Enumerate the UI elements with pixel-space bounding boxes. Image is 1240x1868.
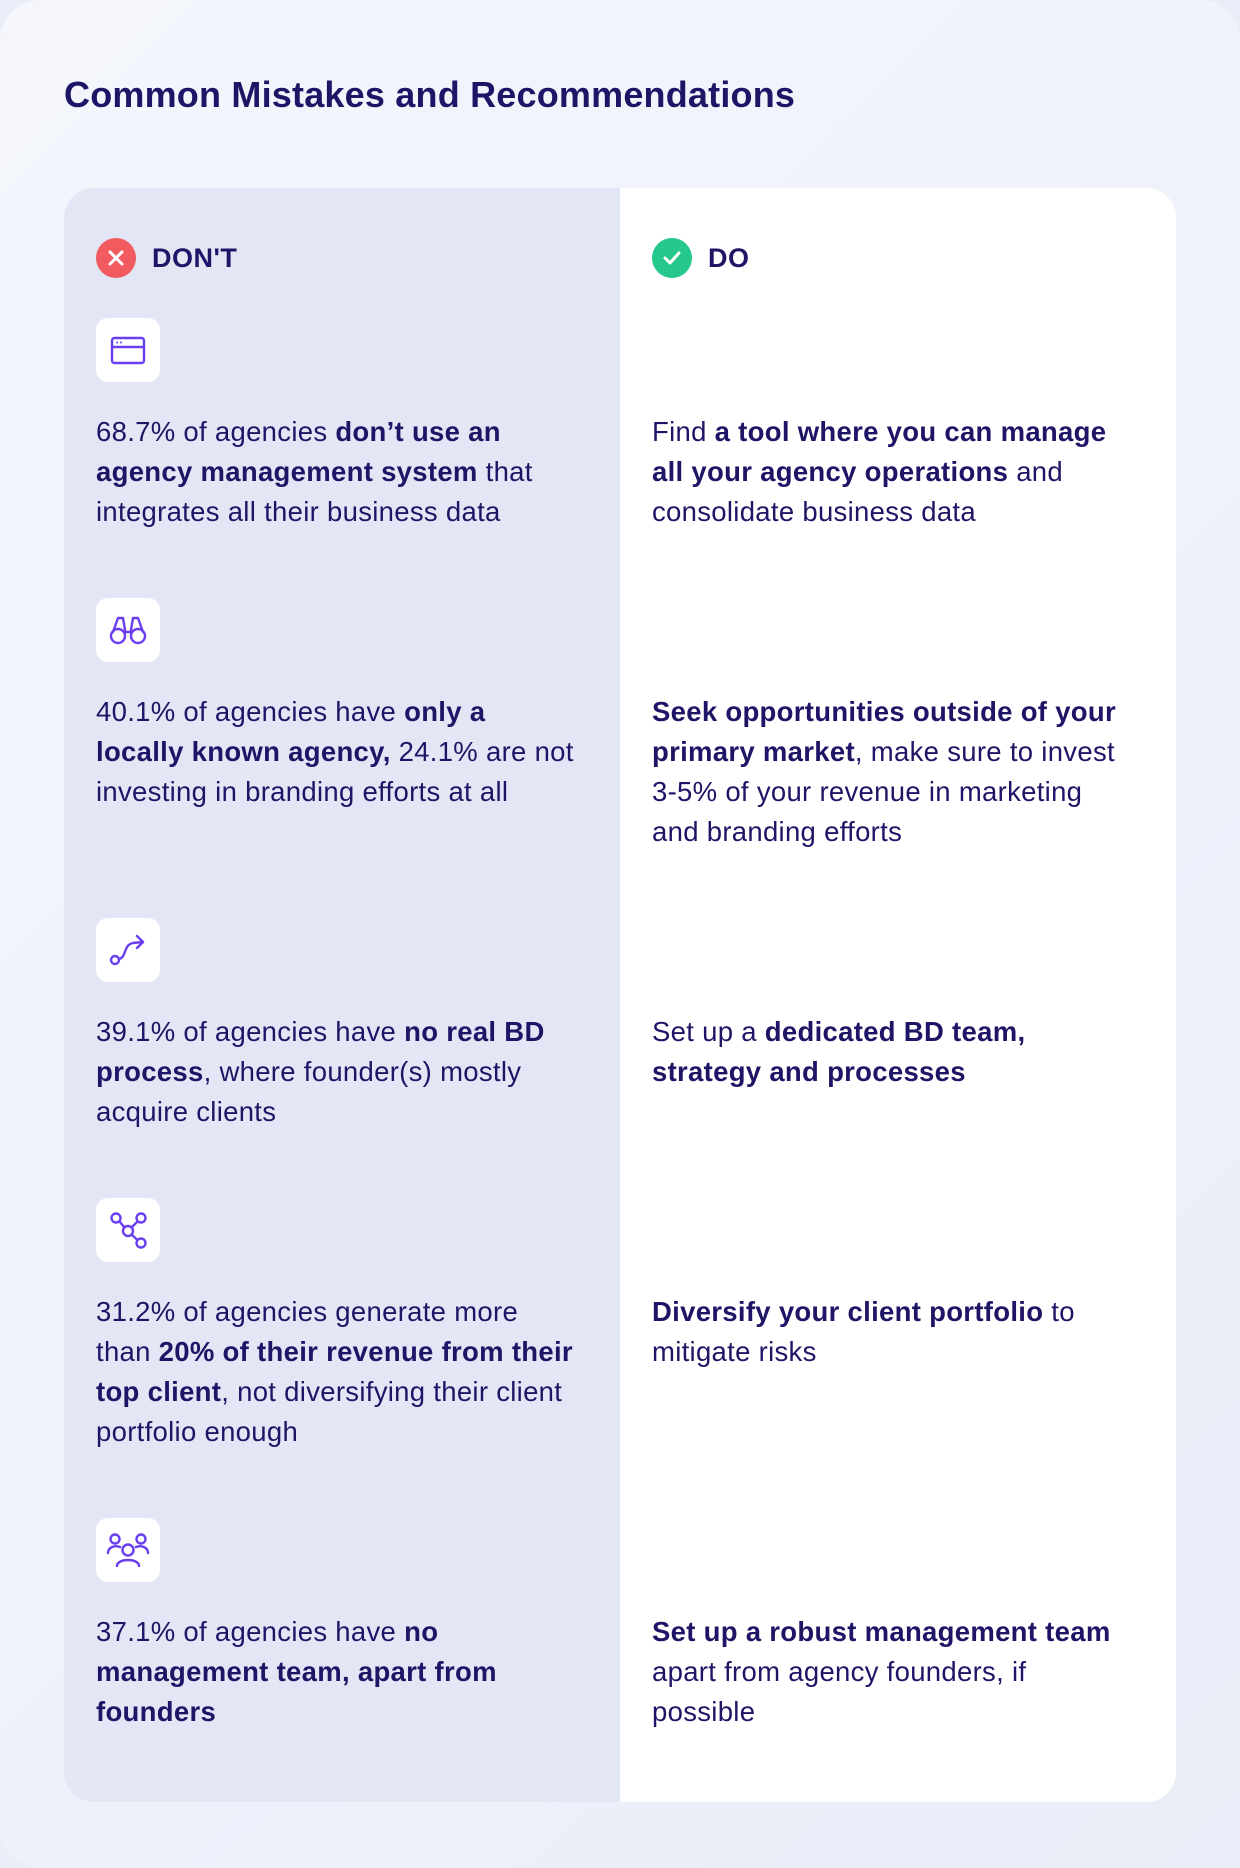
team-people-icon [96,1518,160,1582]
dont-header: DON'T [96,238,237,278]
text-segment: that integrates all their business data [96,456,533,527]
do-row-1: Find a tool where you can manage all you… [652,412,1132,532]
do-row-2: Seek opportunities outside of your prima… [652,692,1132,852]
text-segment: , where founder(s) mostly acquire client… [96,1056,522,1127]
bold-text-segment: a tool where you can manage all your age… [652,416,1107,487]
text-segment: to mitigate risks [652,1296,1075,1367]
do-text-1: Find a tool where you can manage all you… [652,412,1132,532]
dont-text-5: 37.1% of agencies have no management tea… [96,1612,576,1732]
do-header: DO [652,238,750,278]
bold-text-segment: Diversify your client portfolio [652,1296,1044,1327]
dont-label: DON'T [152,242,238,273]
text-segment: , not diversifying their client portfoli… [96,1376,563,1447]
text-segment: , make sure to invest 3-5% of your reven… [652,736,1115,847]
text-segment: 31.2% of agencies generate more than [96,1296,519,1367]
browser-window-icon [96,318,160,382]
text-segment: and consolidate business data [652,456,1063,527]
do-text-4: Diversify your client portfolio to mitig… [652,1292,1132,1372]
dont-row-3: 39.1% of agencies have no real BD proces… [96,918,576,1132]
text-segment: 24.1% are not investing in branding effo… [96,736,574,807]
check-circle-icon [652,238,692,278]
text-segment: Set up a [652,1016,765,1047]
binoculars-icon [96,598,160,662]
dont-row-2: 40.1% of agencies have only a locally kn… [96,598,576,812]
x-circle-icon [96,238,136,278]
text-segment: Find [652,416,715,447]
dont-text-1: 68.7% of agencies don’t use an agency ma… [96,412,576,532]
do-row-5: Set up a robust management team apart fr… [652,1612,1132,1732]
text-segment: 68.7% of agencies [96,416,336,447]
do-text-2: Seek opportunities outside of your prima… [652,692,1132,852]
network-nodes-icon [96,1198,160,1262]
bold-text-segment: no real BD process [96,1016,545,1087]
dont-column: DON'T 68.7% of agencies don’t use an age… [64,188,620,1802]
bold-text-segment: don’t use an agency management system [96,416,501,487]
text-segment: apart from agency founders, if possible [652,1656,1027,1727]
text-segment: 40.1% of agencies have [96,696,405,727]
comparison-card: DON'T 68.7% of agencies don’t use an age… [64,188,1176,1802]
do-text-3: Set up a dedicated BD team, strategy and… [652,1012,1132,1092]
bold-text-segment: Set up a robust management team [652,1616,1111,1647]
route-arrow-icon [96,918,160,982]
bold-text-segment: no management team, apart from founders [96,1616,497,1727]
bold-text-segment: dedicated BD team, strategy and processe… [652,1016,1026,1087]
bold-text-segment: Seek opportunities outside of your prima… [652,696,1116,767]
do-label: DO [708,242,750,273]
dont-row-5: 37.1% of agencies have no management tea… [96,1518,576,1732]
dont-text-4: 31.2% of agencies generate more than 20%… [96,1292,576,1452]
dont-row-1: 68.7% of agencies don’t use an agency ma… [96,318,576,532]
bold-text-segment: 20% of their revenue from their top clie… [96,1336,573,1407]
dont-text-2: 40.1% of agencies have only a locally kn… [96,692,576,812]
do-row-4: Diversify your client portfolio to mitig… [652,1292,1132,1372]
bold-text-segment: only a locally known agency, [96,696,486,767]
do-text-5: Set up a robust management team apart fr… [652,1612,1132,1732]
dont-row-4: 31.2% of agencies generate more than 20%… [96,1198,576,1452]
text-segment: 39.1% of agencies have [96,1016,405,1047]
page-title: Common Mistakes and Recommendations [64,74,796,115]
dont-text-3: 39.1% of agencies have no real BD proces… [96,1012,576,1132]
text-segment: 37.1% of agencies have [96,1616,405,1647]
do-column: DO Find a tool where you can manage all … [620,188,1176,1802]
do-row-3: Set up a dedicated BD team, strategy and… [652,1012,1132,1092]
